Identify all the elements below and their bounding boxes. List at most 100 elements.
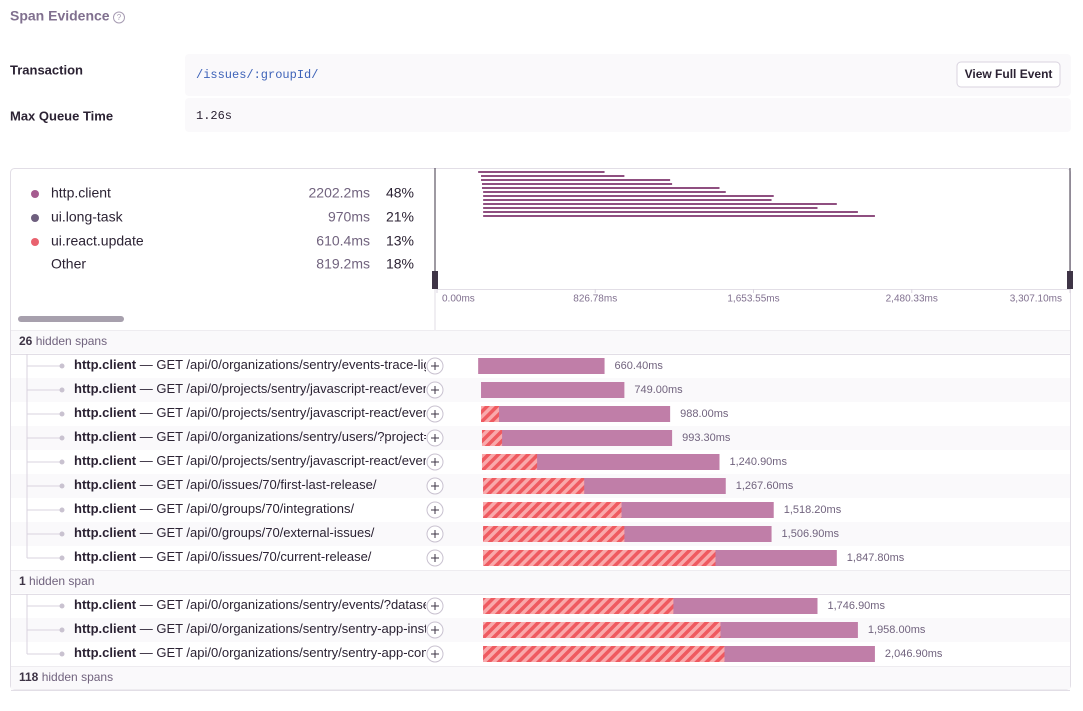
queue-time [483,478,585,494]
expand-button[interactable] [426,453,444,471]
tree-node [59,531,65,537]
legend-dot [31,238,39,246]
span-bar[interactable] [481,454,720,470]
tree-node [59,411,65,417]
span-op[interactable]: http.client [74,357,137,372]
span-bar[interactable] [481,382,625,398]
hidden-spans-label[interactable]: 26 hidden spans [19,334,107,348]
legend-percent: 13% [386,233,414,249]
span-op[interactable]: http.client [74,621,137,636]
expand-button[interactable] [426,621,444,639]
expand-button[interactable] [426,357,444,375]
span-label[interactable]: http.client — GET /api/0/organizations/s… [74,429,431,444]
tick-label: 2,480.33ms [886,294,938,305]
span-description[interactable]: — GET /api/0/organizations/sentry/events… [136,597,434,612]
tick-label: 0.00ms [442,294,475,305]
tree-node [59,363,65,369]
tree-node [59,387,65,393]
span-op[interactable]: http.client [74,405,137,420]
evidence-value-box [185,54,1071,96]
span-op[interactable]: http.client [74,429,137,444]
evidence-label: Max Queue Time [10,108,113,123]
expand-button[interactable] [426,549,444,567]
tree-node [59,627,65,633]
button-label[interactable]: View Full Event [965,67,1053,81]
span-bar[interactable] [478,358,605,374]
hidden-count[interactable]: 26 [19,334,33,348]
span-label[interactable]: http.client — GET /api/0/issues/70/first… [74,477,377,492]
legend-duration: 2202.2ms [309,185,370,201]
scrollbar[interactable] [18,316,124,322]
legend-name: Other [51,256,86,272]
tree-node [59,435,65,441]
span-op[interactable]: http.client [74,597,137,612]
queue-time [483,502,622,518]
span-description[interactable]: — GET /api/0/organizations/sentry/users/… [136,429,431,444]
expand-button[interactable] [426,429,444,447]
span-description[interactable]: — GET /api/0/organizations/sentry/sentry… [136,645,432,660]
tree-node [59,603,65,609]
hidden-spans-row[interactable] [11,666,1070,690]
span-duration: 988.00ms [680,408,729,420]
span-description[interactable]: — GET /api/0/groups/70/integrations/ [136,501,354,516]
span-op[interactable]: http.client [74,477,137,492]
hidden-count[interactable]: 1 [19,574,26,588]
expand-button[interactable] [426,405,444,423]
span-bar[interactable] [481,430,673,446]
expand-button[interactable] [426,501,444,519]
legend-percent: 18% [386,256,414,272]
span-duration: 1,240.90ms [729,456,787,468]
legend-name: http.client [51,185,111,201]
span-label[interactable]: http.client — GET /api/0/organizations/s… [74,645,432,660]
hidden-spans-label[interactable]: 118 hidden spans [19,670,113,684]
expand-button[interactable] [426,645,444,663]
span-op[interactable]: http.client [74,453,137,468]
span-label[interactable]: http.client — GET /api/0/projects/sentry… [74,405,428,420]
expand-button[interactable] [426,597,444,615]
hidden-text[interactable]: hidden spans [38,670,113,684]
expand-button[interactable] [426,381,444,399]
view-full-event-button[interactable]: View Full Event [956,61,1061,88]
evidence-value-box [185,98,1071,132]
queue-time [483,622,721,638]
span-label[interactable]: http.client — GET /api/0/issues/70/curre… [74,549,372,564]
queue-time [483,646,725,662]
span-op[interactable]: http.client [74,501,137,516]
span-label[interactable]: http.client — GET /api/0/groups/70/integ… [74,501,354,516]
help-icon[interactable]: ? [113,11,125,24]
span-description[interactable]: — GET /api/0/organizations/sentry/events… [136,357,431,372]
expand-button[interactable] [426,525,444,543]
queue-time [483,526,625,542]
span-description[interactable]: — GET /api/0/groups/70/external-issues/ [136,525,375,540]
span-description[interactable]: — GET /api/0/issues/70/first-last-releas… [136,477,377,492]
hidden-spans-row[interactable] [11,570,1070,594]
span-duration: 749.00ms [634,384,683,396]
span-op[interactable]: http.client [74,525,137,540]
span-description[interactable]: — GET /api/0/projects/sentry/javascript-… [136,453,428,468]
span-label[interactable]: http.client — GET /api/0/organizations/s… [74,597,434,612]
hidden-text[interactable]: hidden spans [32,334,107,348]
span-description[interactable]: — GET /api/0/issues/70/current-release/ [136,549,372,564]
hidden-spans-label[interactable]: 1 hidden span [19,574,94,588]
span-op[interactable]: http.client [74,645,137,660]
span-label[interactable]: http.client — GET /api/0/groups/70/exter… [74,525,375,540]
hidden-spans-row[interactable] [11,330,1070,354]
hidden-count[interactable]: 118 [19,670,39,684]
expand-button[interactable] [426,477,444,495]
hidden-text[interactable]: hidden span [26,574,95,588]
span-label[interactable]: http.client — GET /api/0/organizations/s… [74,357,431,372]
span-description[interactable]: — GET /api/0/projects/sentry/javascript-… [136,381,428,396]
span-description[interactable]: — GET /api/0/projects/sentry/javascript-… [136,405,428,420]
span-op[interactable]: http.client [74,549,137,564]
span-label[interactable]: http.client — GET /api/0/projects/sentry… [74,453,428,468]
span-bar[interactable] [481,406,671,422]
span-description[interactable]: — GET /api/0/organizations/sentry/sentry… [136,621,428,636]
span-label[interactable]: http.client — GET /api/0/organizations/s… [74,621,428,636]
tick-label: 3,307.10ms [1010,294,1062,305]
span-label[interactable]: http.client — GET /api/0/projects/sentry… [74,381,428,396]
span-duration: 1,746.90ms [827,600,885,612]
svg-text:?: ? [117,13,122,22]
span-op[interactable]: http.client [74,381,137,396]
transaction-link[interactable]: /issues/:groupId/ [196,68,318,82]
legend-duration: 610.4ms [316,233,370,249]
